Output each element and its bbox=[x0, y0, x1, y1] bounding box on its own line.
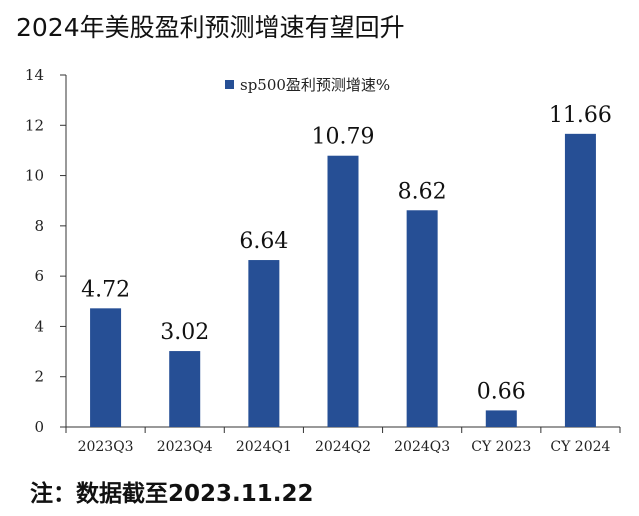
footnote: 注：数据截至2023.11.22 bbox=[30, 481, 314, 507]
y-tick-label: 14 bbox=[25, 66, 44, 84]
bar bbox=[90, 308, 122, 427]
data-label: 11.66 bbox=[549, 103, 612, 128]
x-tick-label: 2024Q1 bbox=[236, 439, 292, 455]
x-tick-label: 2024Q3 bbox=[394, 439, 450, 455]
bar bbox=[248, 260, 280, 427]
bar bbox=[485, 410, 517, 427]
legend-swatch bbox=[225, 80, 234, 89]
chart-title: 2024年美股盈利预测增速有望回升 bbox=[16, 13, 405, 42]
x-tick-label: 2024Q2 bbox=[315, 439, 371, 455]
y-tick-label: 8 bbox=[34, 217, 44, 235]
data-label: 3.02 bbox=[160, 320, 209, 345]
y-tick-label: 2 bbox=[34, 368, 44, 386]
data-label: 4.72 bbox=[81, 277, 130, 302]
y-tick-label: 6 bbox=[34, 267, 44, 285]
data-label: 10.79 bbox=[312, 125, 375, 150]
y-tick-label: 10 bbox=[25, 167, 44, 185]
data-label: 0.66 bbox=[477, 379, 526, 404]
bar bbox=[564, 133, 596, 427]
x-tick-label: CY 2023 bbox=[471, 439, 531, 455]
y-tick-label: 0 bbox=[34, 418, 44, 436]
bar bbox=[406, 210, 438, 427]
y-tick-label: 12 bbox=[25, 116, 44, 134]
x-tick-label: CY 2024 bbox=[550, 439, 610, 455]
x-tick-label: 2023Q4 bbox=[157, 439, 213, 455]
legend-label: sp500盈利预测增速% bbox=[240, 76, 390, 94]
y-tick-label: 4 bbox=[34, 317, 44, 335]
x-tick-label: 2023Q3 bbox=[78, 439, 134, 455]
legend: sp500盈利预测增速% bbox=[225, 76, 390, 94]
data-label: 8.62 bbox=[398, 179, 447, 204]
data-label: 6.64 bbox=[239, 229, 288, 254]
bar bbox=[327, 155, 359, 428]
bar bbox=[169, 351, 201, 427]
bar-chart: sp500盈利预测增速% 0 2 4 6 8 10 12 14 4.72 2023Q3 3.02 20… bbox=[25, 66, 621, 455]
